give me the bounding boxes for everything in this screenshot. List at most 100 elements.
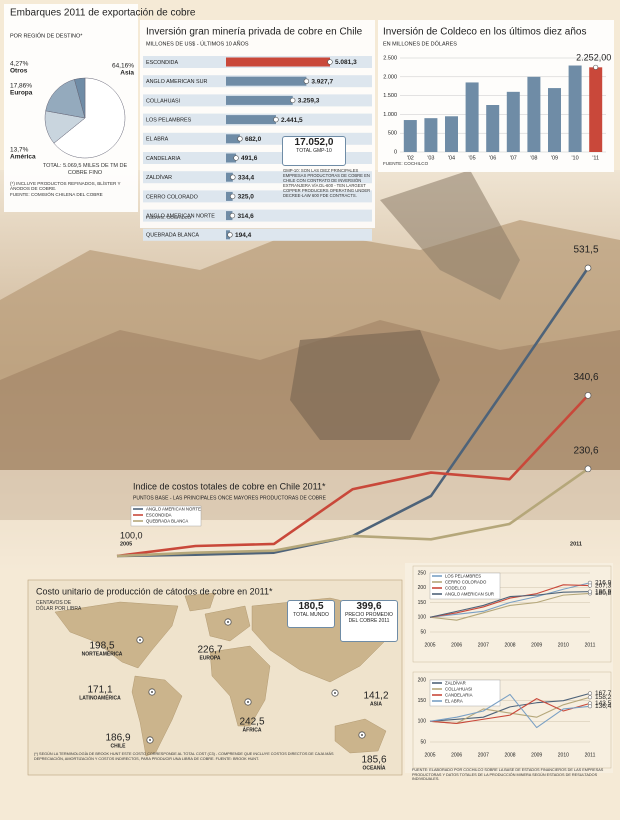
x-tick-label: 2006 [451, 642, 462, 648]
region-value: 226,7 [197, 645, 222, 656]
line-series [116, 394, 589, 558]
source: FUENTE: COCHILCO [383, 161, 429, 166]
slice-label: Europa [10, 90, 33, 97]
x-tick-label: '11 [592, 155, 599, 161]
region-name: ASIA [370, 701, 382, 707]
region-value: 185,6 [361, 755, 386, 766]
total-value: 399,6 [356, 601, 382, 612]
row-background [143, 190, 372, 203]
bar-end-dot [229, 193, 236, 200]
subtitle: PUNTOS BASE - LAS PRINCIPALES ONCE MAYOR… [133, 495, 327, 501]
category-label: ESCONDIDA [146, 60, 178, 66]
bar [226, 211, 233, 221]
subtitle: MILLONES DE US$ - ÚLTIMOS 10 AÑOS [146, 40, 249, 47]
bar [403, 120, 417, 152]
y-tick-label: 2.000 [383, 74, 397, 80]
y-tick-label: 500 [388, 131, 397, 137]
subtitle: POR REGIÓN DE DESTINO* [10, 32, 83, 39]
truck-shape [290, 330, 440, 440]
region-value: 198,5 [89, 641, 114, 652]
source: FUENTE: COMISIÓN CHILENA DEL COBRE [10, 192, 103, 197]
land [131, 675, 183, 757]
legend-label: LOS PELAMBRES [445, 573, 481, 578]
x-tick-label: 2005 [120, 541, 132, 547]
bar [568, 65, 582, 152]
x-tick-label: 2009 [531, 752, 542, 758]
value-label: 314,6 [237, 213, 254, 220]
y-tick-label: 100 [418, 719, 427, 725]
chart-title: Inversión gran minería privada de cobre … [146, 27, 363, 38]
value-label: 3.927,7 [311, 78, 333, 85]
y-tick-label: 0 [394, 149, 397, 155]
x-tick-label: 2006 [451, 752, 462, 758]
total-value: 180,5 [298, 601, 324, 612]
value-label: 2.441,5 [281, 117, 303, 124]
legend-label: CODELCO [445, 585, 467, 590]
legend-label: EL ABRA [445, 698, 463, 703]
x-tick-label: 2008 [504, 752, 515, 758]
bar [445, 116, 458, 152]
line-series [429, 693, 591, 729]
line-series [429, 698, 591, 724]
category-label: QUEBRADA BLANCA [146, 233, 199, 239]
value-label: 682,0 [245, 136, 262, 143]
value-label: 186,9 [595, 588, 612, 595]
slice-value-label: 4,27% [10, 61, 29, 68]
bar-end-dot [593, 64, 599, 70]
bar [226, 76, 307, 86]
line-series [429, 591, 591, 618]
total-box: 399,6 PRECIO PROMEDIO DEL COBRE 2011 [340, 600, 398, 642]
x-tick-label: 2007 [478, 642, 489, 648]
bar [589, 67, 603, 152]
row-background [143, 209, 372, 222]
y-tick-label: 1.000 [383, 112, 397, 118]
bar [226, 57, 330, 67]
region-name: LATINOAMÉRICA [79, 693, 121, 701]
chart-title: Costo unitario de producción de cátodos … [36, 586, 273, 596]
region-marker-core [139, 639, 141, 641]
total-note: TOTAL: 5.069,5 MILES DE TM DE COBRE FINO [42, 163, 128, 176]
y-tick-label: 50 [420, 629, 426, 635]
x-tick-label: '02 [407, 155, 414, 161]
region-value: 186,9 [105, 733, 130, 744]
region-marker-core [151, 691, 153, 693]
y-tick-label: 150 [418, 600, 427, 606]
footnote: (*) INCLUYE PRODUCTOS REFINADOS, BLÍSTER… [10, 181, 121, 192]
legend-label: COLLAHUASI [445, 686, 472, 691]
y-tick-label: 1.500 [383, 93, 397, 99]
x-tick-label: 2009 [531, 642, 542, 648]
value-label: 2.252,00 [576, 53, 611, 63]
end-dot [587, 583, 593, 588]
line-series [429, 582, 591, 618]
chart-frame [412, 671, 612, 769]
value-label: 340,6 [573, 372, 598, 383]
legend-label: CERRO COLORADO [445, 579, 487, 584]
row-background [143, 171, 372, 184]
chart-title: Embarques 2011 de exportación de cobre [10, 8, 196, 19]
slice-value-label: 17,86% [10, 83, 32, 90]
y-tick-label: 2.500 [383, 55, 397, 61]
source: FUENTE: ELABORADO POR COCHILCO SOBRE LA … [412, 768, 604, 781]
y-tick-label: 100 [418, 615, 427, 621]
bar [226, 191, 233, 201]
value-label: 230,6 [573, 445, 598, 456]
region-marker-core [361, 734, 363, 736]
bar [226, 153, 237, 163]
y-tick-label: 200 [418, 585, 427, 591]
total-caption: PRECIO PROMEDIO DEL COBRE 2011 [345, 612, 393, 624]
total-value: 17.052,0 [294, 137, 334, 148]
slice-label: América [10, 154, 36, 161]
bar-end-dot [327, 59, 333, 65]
x-tick-label: '06 [489, 155, 496, 161]
subtitle: EN MILLONES DE DÓLARES [383, 40, 457, 47]
value-label: 531,5 [573, 245, 598, 256]
legend-label: QUEBRADA BLANCA [146, 518, 188, 523]
legend-label: CANDELARIA [445, 692, 473, 697]
value-label: 325,0 [238, 194, 255, 201]
x-tick-label: 2011 [585, 642, 596, 648]
category-label: ZALDÍVAR [146, 174, 172, 181]
region-value: 171,1 [87, 685, 112, 696]
value-label: 143,5 [595, 700, 612, 707]
value-label: 491,6 [241, 155, 258, 162]
line-series [116, 467, 589, 558]
